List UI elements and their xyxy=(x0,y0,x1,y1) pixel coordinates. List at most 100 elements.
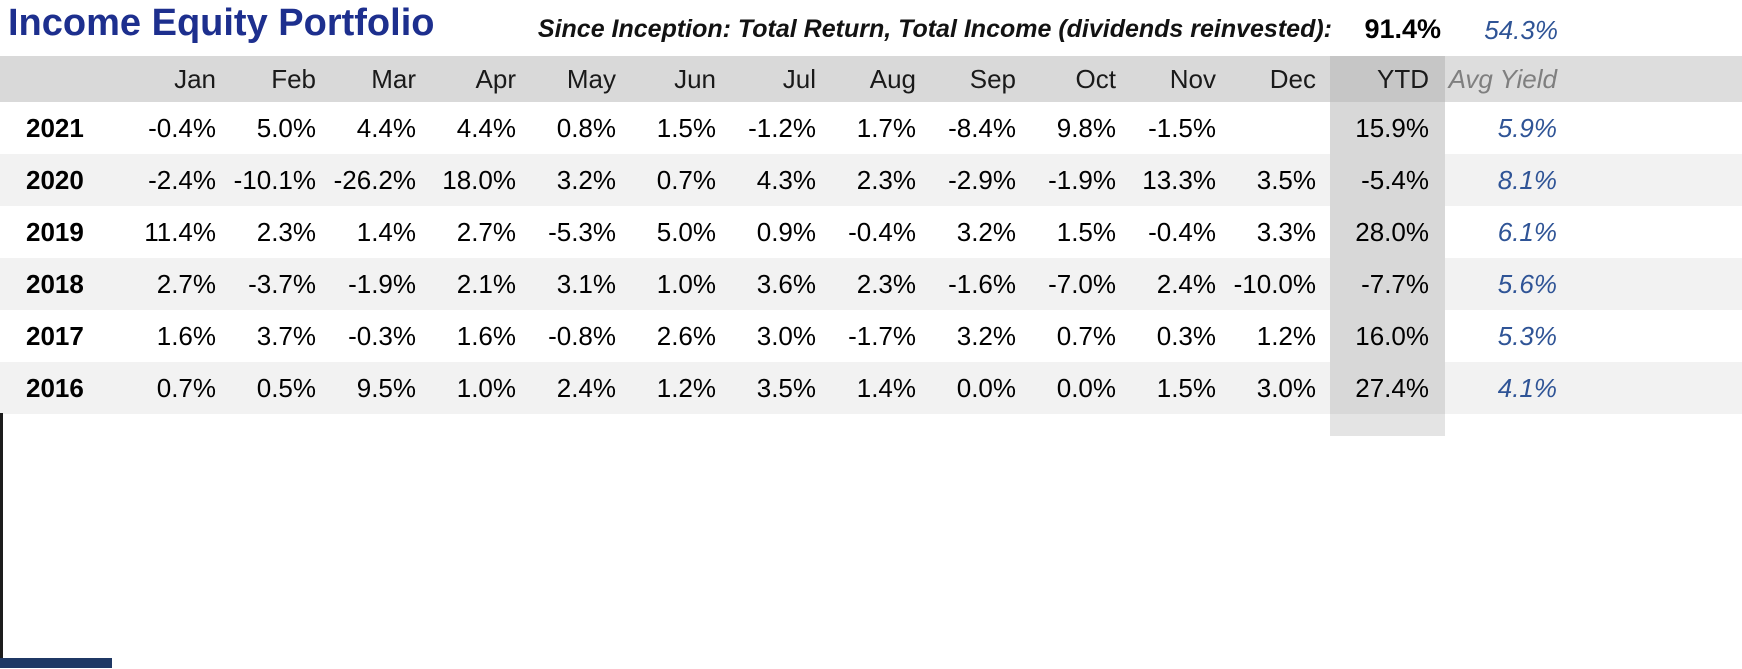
monthly-return-cell: 11.4% xyxy=(144,216,216,247)
row-spacer xyxy=(1605,310,1742,362)
monthly-return-cell: -26.2% xyxy=(333,164,416,195)
monthly-return-cell: -10.1% xyxy=(233,164,316,195)
monthly-return-cell: -8.4% xyxy=(948,112,1016,143)
monthly-return-cell: 3.2% xyxy=(956,320,1016,351)
monthly-return-cell: 2.7% xyxy=(456,216,516,247)
ytd-cell: 16.0% xyxy=(1330,310,1445,362)
table-row: 2020 -2.4% -10.1% -26.2% 18.0% 3.2% 0.7% 4.3% 2.… xyxy=(0,154,1742,206)
left-border-line xyxy=(0,413,3,667)
monthly-return-cell: -0.4% xyxy=(848,216,916,247)
monthly-return-cell: -5.3% xyxy=(548,216,616,247)
monthly-return-cell: 1.0% xyxy=(656,268,716,299)
year-cell: 2016 xyxy=(26,372,84,403)
monthly-return-cell: 1.5% xyxy=(1056,216,1116,247)
monthly-return-cell: -10.0% xyxy=(1233,268,1316,299)
avg-yield-cell: 6.1% xyxy=(1497,216,1557,247)
monthly-return-cell: -2.9% xyxy=(948,164,1016,195)
ytd-cell: -7.7% xyxy=(1330,258,1445,310)
monthly-return-cell: 1.6% xyxy=(156,320,216,351)
ytd-column-shadow xyxy=(1330,414,1445,436)
monthly-return-cell: 1.2% xyxy=(1256,320,1316,351)
year-cell: 2017 xyxy=(26,320,84,351)
since-inception-total-return: 91.4% xyxy=(1364,14,1441,44)
since-inception-label: Since Inception: Total Return, Total Inc… xyxy=(537,15,1332,43)
row-spacer xyxy=(1605,102,1742,154)
monthly-return-cell: 3.2% xyxy=(556,164,616,195)
bottom-left-bar xyxy=(0,658,112,668)
monthly-return-cell: 3.0% xyxy=(756,320,816,351)
monthly-return-cell: 1.4% xyxy=(856,372,916,403)
monthly-return-cell: -0.8% xyxy=(548,320,616,351)
monthly-return-cell: 0.7% xyxy=(1056,320,1116,351)
monthly-return-cell xyxy=(1230,102,1330,154)
year-cell: 2021 xyxy=(26,112,84,143)
monthly-return-cell: 2.4% xyxy=(1156,268,1216,299)
monthly-returns-table: Jan Feb Mar Apr May Jun Jul Aug Sep Oct Nov Dec YTD A… xyxy=(0,56,1742,414)
month-column-header: Jan xyxy=(130,56,230,102)
monthly-return-cell: 4.4% xyxy=(356,112,416,143)
monthly-return-cell: 0.0% xyxy=(1056,372,1116,403)
month-column-header: Aug xyxy=(830,56,930,102)
header-row: Jan Feb Mar Apr May Jun Jul Aug Sep Oct Nov Dec YTD A… xyxy=(0,56,1742,102)
monthly-return-cell: 1.0% xyxy=(456,372,516,403)
monthly-return-cell: 3.3% xyxy=(1256,216,1316,247)
year-column-header xyxy=(0,56,130,102)
monthly-return-cell: -1.9% xyxy=(1048,164,1116,195)
title-row: Income Equity Portfolio Since Inception:… xyxy=(0,0,1742,56)
monthly-return-cell: -1.7% xyxy=(848,320,916,351)
month-column-header: Feb xyxy=(230,56,330,102)
monthly-return-cell: -3.7% xyxy=(248,268,316,299)
monthly-return-cell: 2.7% xyxy=(156,268,216,299)
monthly-return-cell: -0.3% xyxy=(348,320,416,351)
monthly-return-cell: 0.3% xyxy=(1156,320,1216,351)
month-column-header: May xyxy=(530,56,630,102)
monthly-return-cell: -1.5% xyxy=(1148,112,1216,143)
ytd-column-header: YTD xyxy=(1330,56,1445,102)
row-spacer xyxy=(1605,206,1742,258)
table-row: 2016 0.7% 0.5% 9.5% 1.0% 2.4% 1.2% 3.5% 1.4% 0.0%… xyxy=(0,362,1742,414)
avg-yield-column-header: Avg Yield xyxy=(1445,56,1605,102)
monthly-return-cell: 1.5% xyxy=(656,112,716,143)
monthly-return-cell: -1.2% xyxy=(748,112,816,143)
table-row: 2019 11.4% 2.3% 1.4% 2.7% -5.3% 5.0% 0.9% -0.4% 3… xyxy=(0,206,1742,258)
monthly-return-cell: 3.7% xyxy=(256,320,316,351)
monthly-return-cell: 4.3% xyxy=(756,164,816,195)
monthly-return-cell: -7.0% xyxy=(1048,268,1116,299)
monthly-return-cell: -0.4% xyxy=(148,112,216,143)
month-column-header: Mar xyxy=(330,56,430,102)
monthly-return-cell: 5.0% xyxy=(656,216,716,247)
monthly-return-cell: 13.3% xyxy=(1142,164,1216,195)
avg-yield-cell: 4.1% xyxy=(1497,372,1557,403)
table-row: 2017 1.6% 3.7% -0.3% 1.6% -0.8% 2.6% 3.0% -1.7% 3… xyxy=(0,310,1742,362)
monthly-return-cell: -0.4% xyxy=(1148,216,1216,247)
ytd-cell: 27.4% xyxy=(1330,362,1445,414)
month-column-header: Sep xyxy=(930,56,1030,102)
avg-yield-cell: 5.6% xyxy=(1497,268,1557,299)
monthly-return-cell: 2.3% xyxy=(256,216,316,247)
monthly-return-cell: 5.0% xyxy=(256,112,316,143)
monthly-return-cell: 3.6% xyxy=(756,268,816,299)
ytd-cell: -5.4% xyxy=(1330,154,1445,206)
monthly-return-cell: 1.2% xyxy=(656,372,716,403)
table-row: 2018 2.7% -3.7% -1.9% 2.1% 3.1% 1.0% 3.6% 2.3% -1… xyxy=(0,258,1742,310)
monthly-return-cell: 9.5% xyxy=(356,372,416,403)
year-cell: 2019 xyxy=(26,216,84,247)
year-cell: 2018 xyxy=(26,268,84,299)
page-title: Income Equity Portfolio xyxy=(8,2,435,44)
month-column-header: Apr xyxy=(430,56,530,102)
month-column-header: Oct xyxy=(1030,56,1130,102)
month-column-header: Dec xyxy=(1230,56,1330,102)
monthly-return-cell: 2.3% xyxy=(856,268,916,299)
monthly-return-cell: 0.8% xyxy=(556,112,616,143)
monthly-return-cell: -1.9% xyxy=(348,268,416,299)
ytd-cell: 28.0% xyxy=(1330,206,1445,258)
monthly-return-cell: 0.0% xyxy=(956,372,1016,403)
avg-yield-cell: 5.3% xyxy=(1497,320,1557,351)
monthly-return-cell: -2.4% xyxy=(148,164,216,195)
monthly-return-cell: 1.5% xyxy=(1156,372,1216,403)
monthly-return-cell: 1.4% xyxy=(356,216,416,247)
monthly-return-cell: 1.7% xyxy=(856,112,916,143)
monthly-return-cell: 9.8% xyxy=(1056,112,1116,143)
monthly-return-cell: 18.0% xyxy=(442,164,516,195)
